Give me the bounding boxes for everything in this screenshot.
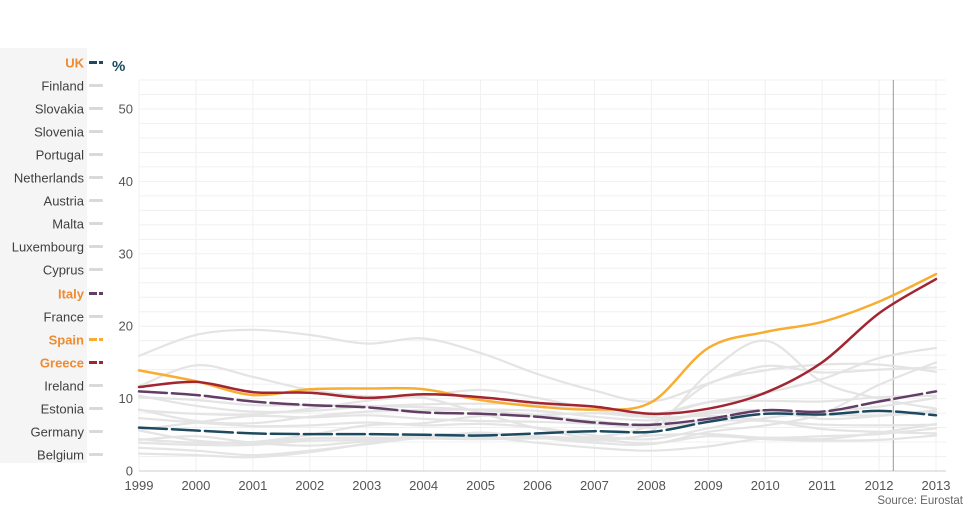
x-tick-label: 2012 <box>865 478 894 493</box>
series-line-estonia[interactable] <box>137 339 938 440</box>
country-label: Austria <box>43 193 84 209</box>
country-label: Ireland <box>44 378 84 394</box>
series-line-belgium[interactable] <box>137 408 938 425</box>
sidebar-item-ireland[interactable]: Ireland <box>0 374 104 397</box>
series-line-germany[interactable] <box>137 388 938 435</box>
series-line-italy[interactable] <box>137 390 938 427</box>
y-tick-label: 0 <box>126 464 133 479</box>
x-tick-label: 2008 <box>637 478 666 493</box>
sidebar-item-finland[interactable]: Finland <box>0 75 104 98</box>
country-label: Germany <box>30 424 84 440</box>
y-tick-label: 10 <box>119 391 133 406</box>
netherlands-line-swatch <box>89 176 103 180</box>
sidebar-item-malta[interactable]: Malta <box>0 213 104 236</box>
france-line-swatch <box>89 314 103 318</box>
series-line-netherlands[interactable] <box>137 422 938 457</box>
italy-line-swatch <box>89 291 103 295</box>
austria-line-swatch <box>89 199 103 203</box>
slovenia-line-swatch <box>89 130 103 134</box>
greece-line-swatch <box>89 360 103 364</box>
country-label: Greece <box>39 355 84 371</box>
x-tick-label: 2000 <box>181 478 210 493</box>
x-tick-label: 2011 <box>808 478 836 493</box>
country-label: Netherlands <box>13 170 84 186</box>
country-list: UK Finland Slovakia Slovenia Portugal Netherl… <box>0 48 104 463</box>
x-tick-label: 2002 <box>295 478 324 493</box>
sidebar-item-spain[interactable]: Spain <box>0 328 104 351</box>
ireland-line-swatch <box>89 383 103 387</box>
series-line-portugal[interactable] <box>137 346 938 445</box>
portugal-line-swatch <box>89 153 103 157</box>
slovakia-line-swatch <box>89 107 103 111</box>
sidebar-item-cyprus[interactable]: Cyprus <box>0 259 104 282</box>
belgium-line-swatch <box>89 452 103 456</box>
uk-line-swatch <box>89 61 103 64</box>
country-label: Belgium <box>37 447 84 463</box>
estonia-line-swatch <box>89 406 103 410</box>
germany-line-swatch <box>89 429 103 433</box>
x-tick-label: 2007 <box>580 478 609 493</box>
x-tick-label: 2006 <box>523 478 552 493</box>
country-label: France <box>43 309 84 325</box>
sidebar-item-slovenia[interactable]: Slovenia <box>0 121 104 144</box>
country-label: Estonia <box>40 401 84 417</box>
y-tick-label: 30 <box>119 246 133 261</box>
y-tick-label: 40 <box>119 174 133 189</box>
sidebar-item-germany[interactable]: Germany <box>0 420 104 443</box>
spain-line-swatch <box>89 337 103 341</box>
sidebar-item-uk[interactable]: UK <box>0 52 104 75</box>
y-axis-unit-label: % <box>112 58 126 75</box>
sidebar-item-portugal[interactable]: Portugal <box>0 144 104 167</box>
sidebar-item-luxembourg[interactable]: Luxembourg <box>0 236 104 259</box>
sidebar-item-belgium[interactable]: Belgium <box>0 443 104 466</box>
country-label: UK <box>65 55 84 71</box>
country-label: Italy <box>57 286 84 301</box>
x-tick-label: 2013 <box>922 478 951 493</box>
country-label: Slovakia <box>34 101 84 117</box>
sidebar-item-netherlands[interactable]: Netherlands <box>0 167 104 190</box>
series-line-france[interactable] <box>137 394 938 416</box>
series-line-uk[interactable] <box>137 409 938 437</box>
x-tick-label: 2001 <box>238 478 267 493</box>
x-tick-label: 1999 <box>125 478 154 493</box>
x-tick-label: 2009 <box>694 478 723 493</box>
finland-line-swatch <box>89 84 103 88</box>
sidebar-item-italy[interactable]: Italy <box>0 282 104 305</box>
country-label: Luxembourg <box>11 239 84 255</box>
series-line-ireland[interactable] <box>137 362 938 444</box>
country-list-background <box>0 48 87 463</box>
x-tick-label: 2010 <box>751 478 780 493</box>
malta-line-swatch <box>89 222 103 226</box>
sidebar-item-greece[interactable]: Greece <box>0 351 104 374</box>
country-label: Malta <box>52 216 84 232</box>
cyprus-line-swatch <box>89 268 103 272</box>
x-tick-label: 2005 <box>466 478 495 493</box>
luxembourg-line-swatch <box>89 245 103 249</box>
country-label: Cyprus <box>42 262 84 278</box>
series-line-malta[interactable] <box>137 414 938 431</box>
y-tick-label: 20 <box>119 319 133 334</box>
y-tick-label: 50 <box>119 102 133 117</box>
sidebar-item-austria[interactable]: Austria <box>0 190 104 213</box>
sidebar-item-slovakia[interactable]: Slovakia <box>0 98 104 121</box>
x-tick-label: 2004 <box>409 478 438 493</box>
source-caption: Source: Eurostat <box>877 495 963 507</box>
series-line-greece[interactable] <box>137 277 938 416</box>
sidebar-item-estonia[interactable]: Estonia <box>0 397 104 420</box>
country-label: Spain <box>48 332 84 348</box>
sidebar-item-france[interactable]: France <box>0 305 104 328</box>
country-label: Slovenia <box>34 124 84 140</box>
country-label: Portugal <box>35 147 84 163</box>
country-label: Finland <box>41 78 84 94</box>
series-line-spain[interactable] <box>137 272 938 411</box>
x-tick-label: 2003 <box>352 478 381 493</box>
